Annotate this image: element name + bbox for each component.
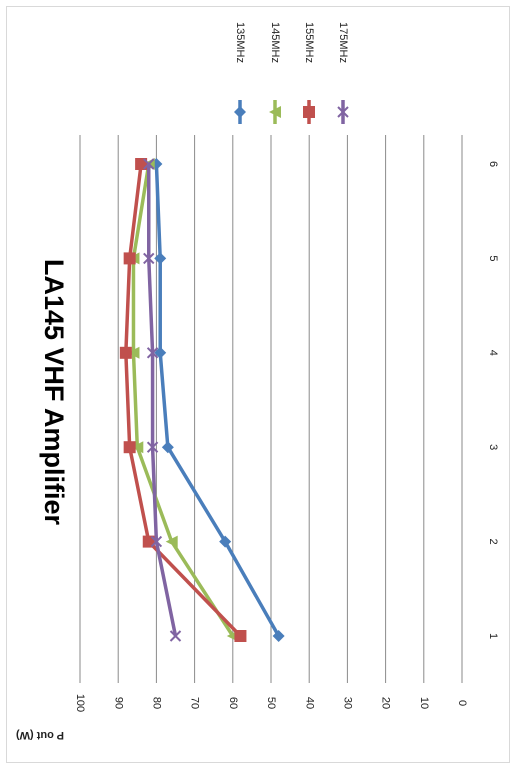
data-point [142,535,155,548]
chart-frame [6,6,510,763]
x-tick-label: 1 [487,633,499,639]
data-point [154,252,167,265]
series-175MHz [143,158,182,642]
series-line [154,163,281,637]
data-point [143,252,155,265]
data-point [119,346,132,359]
y-tick-label: 80 [150,697,162,709]
y-tick-label: 20 [380,697,392,709]
legend: 135MHz 145MHz 155MHz 175MHz [234,22,349,124]
y-axis-label: P out (W) [16,729,64,741]
y-tick-label: 60 [227,697,239,709]
data-point [146,347,159,359]
y-tick-label: 90 [112,697,124,709]
data-point [169,630,182,642]
legend-label: 135MHz [234,22,246,63]
data-point [127,346,140,359]
x-tick-label: 6 [487,161,499,167]
legend-item: 135MHz [234,22,246,124]
data-point [135,158,148,170]
legend-label: 145MHz [269,22,281,63]
legend-label: 175MHz [337,22,349,63]
series-line [124,163,242,638]
y-tick-label: 70 [189,697,201,709]
series-135MHz [150,158,285,642]
legend-item: 145MHz [269,22,281,124]
y-tick-label: 40 [303,697,315,709]
data-point [123,441,136,454]
grid-lines [79,135,463,683]
data-point [146,441,159,453]
series-lines [119,158,285,642]
data-point [154,346,167,359]
legend-label: 155MHz [303,22,315,63]
series-155MHz [119,158,247,642]
legend-item: 175MHz [337,22,349,124]
y-tick-label: 0 [456,700,468,706]
x-tick-label: 2 [487,539,499,545]
data-point [143,158,155,170]
data-point [131,441,144,454]
legend-item: 155MHz [303,22,315,124]
y-tick-label: 100 [74,694,86,712]
y-tick-label: 30 [341,697,353,709]
series-line [131,163,235,637]
x-tick-label: 3 [487,444,499,450]
data-point [303,106,315,118]
data-point [165,535,178,548]
data-point [161,441,174,454]
chart-title: LA145 VHF Amplifier [39,259,69,526]
data-point [123,252,136,265]
data-point [234,630,247,642]
series-145MHz [127,158,239,642]
data-point [269,106,281,118]
data-point [219,535,232,548]
data-point [234,106,246,118]
tick-labels: 0 10 20 30 40 50 60 70 80 90 100 1 2 3 4 5 6 [74,161,499,712]
data-point [272,630,285,642]
x-tick-label: 5 [487,255,499,261]
data-point [150,535,163,548]
series-line [147,164,178,637]
y-tick-label: 10 [418,697,430,709]
y-tick-label: 50 [265,697,277,709]
data-point [337,106,349,118]
x-tick-label: 4 [487,350,499,356]
